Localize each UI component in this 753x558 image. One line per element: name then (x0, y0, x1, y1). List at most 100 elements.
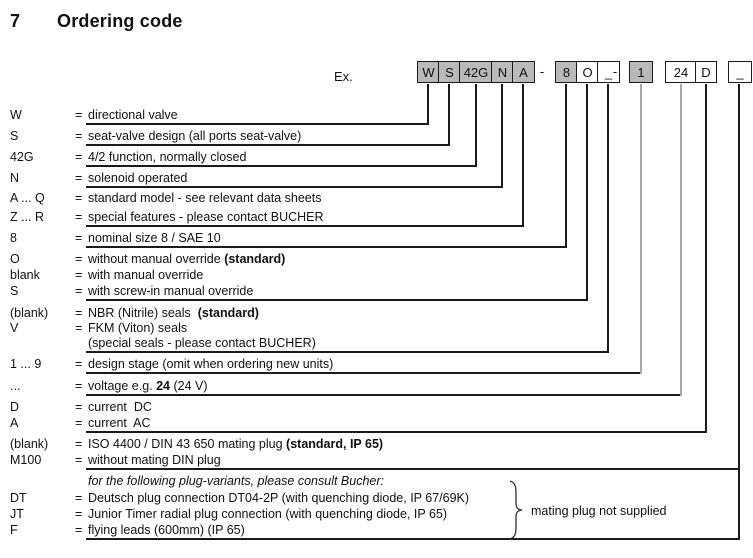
legend-description: (special seals - please contact BUCHER) (88, 336, 316, 351)
legend-description: special features - please contact BUCHER (88, 210, 324, 225)
description-segment: with manual override (88, 268, 204, 282)
legend-code: Z ... R (10, 210, 45, 224)
legend-code: F (10, 523, 18, 537)
description-segment: (24 V) (170, 379, 208, 393)
legend-code: D (10, 400, 20, 414)
brace-icon (509, 480, 523, 540)
description-segment: nominal size 8 / SAE 10 (88, 231, 221, 245)
description-segment: 4/2 function, normally closed (88, 150, 247, 164)
equals-sign: = (75, 416, 83, 430)
separator-dash: - (539, 64, 545, 79)
legend-description: 4/2 function, normally closed (88, 150, 246, 165)
code-box-8: 8 (555, 61, 578, 83)
vertical-connector (680, 84, 682, 396)
legend-code: W (10, 108, 22, 122)
vertical-connector (475, 84, 477, 167)
code-box-O: O (576, 61, 599, 83)
description-segment: without manual override (88, 252, 225, 266)
legend-description: NBR (Nitrile) seals (standard) (88, 306, 259, 321)
equals-sign: = (75, 379, 83, 393)
legend-description: without mating DIN plug (88, 453, 221, 468)
code-box-42G: 42G (459, 61, 493, 83)
vertical-connector (501, 84, 503, 188)
underline-connector (86, 186, 503, 188)
legend-description: Deutsch plug connection DT04-2P (with qu… (88, 491, 469, 506)
vertical-connector (565, 84, 567, 248)
description-segment: standard model - see relevant data sheet… (88, 191, 322, 205)
legend-code: N (10, 171, 20, 185)
underline-connector (86, 299, 588, 301)
section-title: Ordering code (57, 11, 183, 31)
description-segment: FKM (Viton) seals (88, 321, 188, 335)
vertical-connector (586, 84, 588, 301)
equals-sign: = (75, 453, 83, 467)
description-segment: flying leads (600mm) (IP 65) (88, 523, 245, 537)
description-segment: (standard) (197, 306, 259, 320)
equals-sign: = (75, 507, 83, 521)
underline-connector (86, 372, 642, 374)
description-segment: Junior Timer radial plug connection (wit… (88, 507, 448, 521)
legend-description: directional valve (88, 108, 178, 123)
description-segment: design stage (omit when ordering new uni… (88, 357, 334, 371)
vertical-connector (427, 84, 429, 125)
equals-sign: = (75, 321, 83, 335)
example-label: Ex. (334, 69, 353, 84)
legend-code: (blank) (10, 306, 49, 320)
legend-description: solenoid operated (88, 171, 187, 186)
legend-code: 8 (10, 231, 17, 245)
equals-sign: = (75, 150, 83, 164)
equals-sign: = (75, 129, 83, 143)
equals-sign: = (75, 108, 83, 122)
description-segment: with screw-in manual override (88, 284, 254, 298)
equals-sign: = (75, 252, 83, 266)
equals-sign: = (75, 400, 83, 414)
legend-description: standard model - see relevant data sheet… (88, 191, 321, 206)
underline-connector (86, 538, 740, 540)
vertical-connector (607, 84, 609, 353)
legend-code: M100 (10, 453, 42, 467)
legend-description: voltage e.g. 24 (24 V) (88, 379, 208, 394)
legend-description: design stage (omit when ordering new uni… (88, 357, 333, 372)
vertical-connector (738, 84, 740, 540)
equals-sign: = (75, 491, 83, 505)
vertical-connector (640, 84, 642, 374)
equals-sign: = (75, 171, 83, 185)
equals-sign: = (75, 191, 83, 205)
underline-connector (86, 394, 682, 396)
underline-connector (86, 351, 609, 353)
code-box-_: _ (597, 61, 620, 83)
description-segment: 24 (156, 379, 171, 393)
legend-description: with manual override (88, 268, 203, 283)
description-segment: seat-valve design (all ports seat-valve) (88, 129, 302, 143)
legend-code: blank (10, 268, 40, 282)
equals-sign: = (75, 437, 83, 451)
legend-code: A ... Q (10, 191, 45, 205)
legend-description: seat-valve design (all ports seat-valve) (88, 129, 301, 144)
underline-connector (86, 246, 567, 248)
legend-description: flying leads (600mm) (IP 65) (88, 523, 245, 538)
code-box-24: 24 (665, 61, 697, 83)
equals-sign: = (75, 306, 83, 320)
legend-description: nominal size 8 / SAE 10 (88, 231, 221, 246)
description-segment: solenoid operated (88, 171, 188, 185)
equals-sign: = (75, 523, 83, 537)
vertical-connector (448, 84, 450, 146)
description-segment: voltage e.g. (88, 379, 157, 393)
equals-sign: = (75, 357, 83, 371)
legend-description: for the following plug-variants, please … (88, 474, 384, 489)
legend-description: FKM (Viton) seals (88, 321, 187, 336)
underline-connector (86, 123, 429, 125)
code-box-A: A (512, 61, 535, 83)
description-segment: current AC (88, 416, 151, 430)
description-segment: Deutsch plug connection DT04-2P (with qu… (88, 491, 470, 505)
legend-code: 42G (10, 150, 34, 164)
equals-sign: = (75, 268, 83, 282)
legend-description: current AC (88, 416, 151, 431)
legend-code: 1 ... 9 (10, 357, 42, 371)
underline-connector (86, 468, 740, 470)
legend-code: JT (10, 507, 24, 521)
description-segment: current DC (88, 400, 152, 414)
separator-dash: - (612, 64, 618, 79)
code-box-_: _ (728, 61, 752, 83)
